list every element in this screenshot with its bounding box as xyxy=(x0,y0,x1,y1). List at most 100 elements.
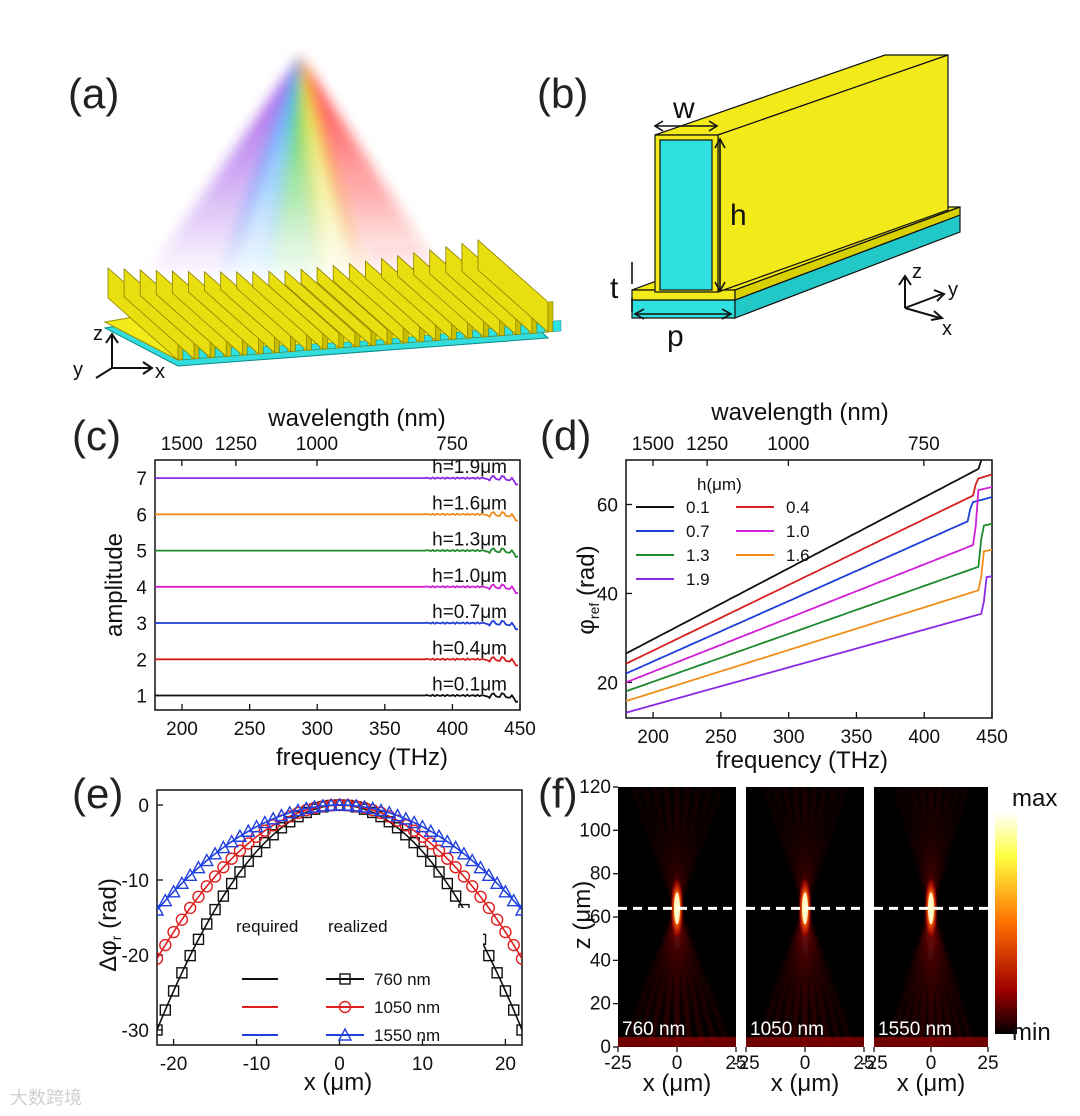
data-point xyxy=(431,828,447,842)
chart-c-top-axis-title: wavelength (nm) xyxy=(267,405,445,432)
data-point xyxy=(324,797,339,811)
panel-d: (d) wavelength (nm) 1500 1250 1000 750 200 2… xyxy=(540,399,1008,774)
data-point xyxy=(448,840,463,854)
data-point xyxy=(441,877,454,890)
y-tick-label: 7 xyxy=(136,469,147,490)
field-map xyxy=(618,787,736,1047)
series-line xyxy=(626,548,992,702)
legend-label: 1050 nm xyxy=(374,998,440,1017)
axis-b-z-label: z xyxy=(912,261,922,283)
data-point xyxy=(192,890,205,904)
panel-e-label: (e) xyxy=(72,770,123,817)
chart-e-ylabel-rest: (rad) xyxy=(95,878,122,935)
data-point xyxy=(481,867,496,881)
x-tick-label: 400 xyxy=(908,727,940,748)
chart-c-y-axis-title: amplitude xyxy=(101,533,128,637)
data-point xyxy=(473,860,488,874)
data-point xyxy=(167,985,180,997)
data-point xyxy=(515,952,522,965)
ray-out xyxy=(764,787,806,909)
data-point xyxy=(183,867,198,881)
y-tick-label: 0 xyxy=(138,796,149,817)
top-tick-label: 750 xyxy=(436,434,468,455)
series-label: h=0.1μm xyxy=(432,675,507,696)
fins-group xyxy=(107,239,562,361)
chart-d-x-ticks: 200 250 300 350 400 450 xyxy=(637,712,1008,748)
top-tick-label: 1500 xyxy=(161,434,203,455)
data-point xyxy=(159,1004,171,1016)
data-point xyxy=(201,918,213,930)
data-point xyxy=(499,925,512,939)
x-tick-label: 0 xyxy=(926,1053,937,1074)
data-point xyxy=(217,890,230,902)
map-wavelength-label: 1050 nm xyxy=(750,1019,824,1040)
x-tick-label: 200 xyxy=(166,719,198,740)
x-tick-label: 250 xyxy=(705,727,737,748)
source-strip xyxy=(618,1037,736,1047)
series-line xyxy=(626,486,992,684)
data-point xyxy=(373,802,389,817)
series-label: h=1.3μm xyxy=(432,530,507,551)
x-tick-label: 20 xyxy=(495,1054,516,1075)
chart-d-y-ticks: 20 40 60 xyxy=(597,495,632,694)
data-point xyxy=(207,846,223,860)
data-point xyxy=(382,805,397,819)
data-point xyxy=(175,913,189,926)
data-point xyxy=(440,834,455,848)
data-point xyxy=(158,893,173,907)
y-tick-label: 120 xyxy=(579,777,611,798)
ray-in xyxy=(757,907,807,1047)
series-label: h=1.0μm xyxy=(432,566,507,587)
chart-d-y-axis-title: φref (rad) xyxy=(573,545,602,634)
top-tick-label: 1000 xyxy=(767,434,809,455)
top-tick-label: 1000 xyxy=(296,434,338,455)
x-tick-label: 25 xyxy=(725,1053,746,1074)
series-line xyxy=(155,655,519,667)
x-tick-label: 350 xyxy=(841,727,873,748)
series-line xyxy=(155,547,519,558)
data-point xyxy=(424,837,437,850)
x-tick-label: 25 xyxy=(853,1053,874,1074)
data-point xyxy=(407,824,421,837)
series-line xyxy=(626,575,992,714)
series-line xyxy=(626,473,992,665)
top-tick-label: 1500 xyxy=(632,434,674,455)
series-line xyxy=(626,496,992,675)
y-tick-label: -20 xyxy=(122,946,149,967)
data-point xyxy=(338,1000,352,1014)
data-point xyxy=(415,819,430,833)
data-point xyxy=(167,925,180,939)
chart-d-ylabel-main: φ xyxy=(573,619,600,635)
data-point xyxy=(275,822,288,834)
series-line xyxy=(155,692,519,703)
data-point xyxy=(157,902,165,916)
data-point xyxy=(489,875,505,890)
ray-in xyxy=(803,908,842,1047)
y-tick-label: 80 xyxy=(590,864,611,885)
chart-c-x-axis-title: frequency (THz) xyxy=(276,744,448,771)
map-x-axis-title: x (μm) xyxy=(643,1070,711,1097)
data-point xyxy=(217,861,230,874)
x-tick-label: 400 xyxy=(437,719,469,740)
data-point xyxy=(225,852,238,865)
series-label: h=1.6μm xyxy=(432,493,507,514)
chart-d-top-ticks: 1500 1250 1000 750 xyxy=(632,434,940,466)
chart-c-y-ticks: 1 2 3 4 5 6 7 xyxy=(136,469,161,708)
source-strip xyxy=(874,1037,988,1047)
legend-label: 0.1 xyxy=(686,498,710,517)
dimension-lines xyxy=(631,120,733,320)
data-point xyxy=(390,808,405,822)
chart-e-ylabel-main: Δφ xyxy=(95,940,122,972)
data-point xyxy=(357,799,372,813)
chart-d-ylabel-rest: (rad) xyxy=(573,545,600,602)
unit-cell-icon xyxy=(631,54,961,319)
chart-d-series xyxy=(626,460,992,714)
chart-c-top-ticks: 1500 1250 1000 750 xyxy=(161,434,468,466)
data-point xyxy=(290,802,306,817)
ray-in xyxy=(888,907,933,1047)
data-point xyxy=(408,836,420,849)
y-tick-label: -10 xyxy=(122,871,149,892)
ray-in xyxy=(898,908,933,1047)
chart-d-ylabel-sub: ref xyxy=(586,603,602,619)
panel-a-label: (a) xyxy=(68,70,119,117)
